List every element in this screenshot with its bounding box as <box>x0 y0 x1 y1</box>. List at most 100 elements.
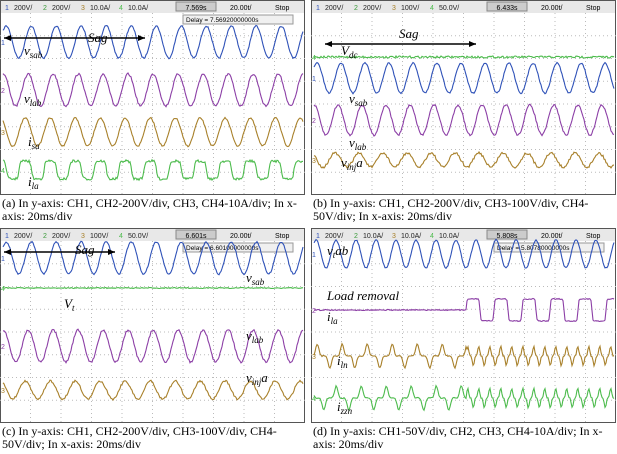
channel-scale: 50.0V/ <box>439 5 459 12</box>
caption: (a) In y-axis: CH1, CH2-200V/div, CH3, C… <box>2 197 302 223</box>
label-sub: inj <box>252 377 262 387</box>
label-main: Sag <box>399 26 419 41</box>
status: Stop <box>586 233 601 240</box>
time: 7.569s <box>185 5 207 12</box>
channel-marker: 1 <box>312 76 316 83</box>
label-after: a <box>356 155 363 170</box>
channel-marker: 1 <box>1 256 5 263</box>
channel-scale: 10.0A/ <box>128 5 148 12</box>
channel-scale: 100V/ <box>401 5 419 12</box>
channel-marker: 2 <box>312 308 316 315</box>
channel-marker: 3 <box>1 130 5 137</box>
channel-scale: 50.0V/ <box>128 233 148 240</box>
channel-scale: 200V/ <box>14 233 32 240</box>
label-sub: sa <box>32 141 41 151</box>
scope-screen: 1 200V/2 200V/3 100V/4 50.0V/6.433s 20.00t/St… <box>311 0 616 195</box>
timebase: 20.00t/ <box>541 5 562 12</box>
delay: Delay = 6.60100000000s <box>186 245 259 252</box>
label-sub: inj <box>347 162 357 172</box>
label-sub: zzn <box>340 406 353 416</box>
timebase: 20.00t/ <box>230 5 251 12</box>
channel-marker: 3 <box>312 158 316 165</box>
channel-number: 3 <box>392 233 396 240</box>
panel: 1 200V/2 200V/3 10.0A/4 10.0A/7.569s 20.00t/S… <box>0 0 305 200</box>
trace-label: Sag <box>399 26 419 41</box>
label-sub: ln <box>341 360 349 370</box>
status: Stop <box>275 5 290 12</box>
channel-marker: 4 <box>1 168 5 175</box>
label-sub: lab <box>355 142 367 152</box>
channel-number: 2 <box>354 233 358 240</box>
channel-number: 2 <box>354 5 358 12</box>
scope-screen: 1 200V/2 200V/3 100V/4 50.0V/6.601s 20.00t/St… <box>0 228 305 423</box>
channel-number: 1 <box>316 233 320 240</box>
label-sub: lab <box>30 98 42 108</box>
panel: 1 200V/2 200V/3 100V/4 50.0V/6.601s 20.00t/St… <box>0 228 305 428</box>
channel-number: 4 <box>119 5 123 12</box>
trace-label: vtab <box>327 243 349 260</box>
figure: 1 200V/2 200V/3 10.0A/4 10.0A/7.569s 20.00t/S… <box>0 0 617 454</box>
status: Stop <box>275 233 290 240</box>
channel-marker: 3 <box>312 354 316 361</box>
label-main: Sag <box>75 242 95 257</box>
channel-marker: 1 <box>1 40 5 47</box>
panel: 1 200V/2 200V/3 100V/4 50.0V/6.433s 20.00t/St… <box>311 0 616 200</box>
label-main: Sag <box>88 30 108 45</box>
label-sub: lab <box>252 335 264 345</box>
channel-marker: 2 <box>1 344 5 351</box>
caption: (d) In y-axis: CH1-50V/div, CH2, CH3, CH… <box>313 425 613 451</box>
caption: (c) In y-axis: CH1, CH2-200V/div, CH3-10… <box>2 425 302 451</box>
label-sub: dc <box>349 50 358 60</box>
caption: (b) In y-axis: CH1, CH2-200V/div, CH3-10… <box>313 197 613 223</box>
label-after: a <box>261 370 268 385</box>
channel-scale: 100V/ <box>90 233 108 240</box>
status: Stop <box>586 5 601 12</box>
channel-marker: 2 <box>1 88 5 95</box>
delay: Delay = 7.56920000000s <box>186 17 259 24</box>
channel-scale: 200V/ <box>52 233 70 240</box>
channel-marker: 4 <box>312 396 316 403</box>
label-sub: sab <box>355 98 368 108</box>
channel-marker: 4 <box>1 286 5 293</box>
channel-number: 1 <box>5 233 9 240</box>
channel-scale: 200V/ <box>325 233 343 240</box>
label-sub: la <box>331 316 339 326</box>
channel-scale: 200V/ <box>14 5 32 12</box>
scope-screen: 1 200V/2 200V/3 10.0A/4 10.0A/7.569s 20.00t/S… <box>0 0 305 195</box>
timebase: 20.00t/ <box>541 233 562 240</box>
channel-marker: 3 <box>1 388 5 395</box>
channel-number: 4 <box>119 233 123 240</box>
scope-screen: 1 200V/2 10.0A/3 10.0A/4 10.0A/5.808s 20.00t/… <box>311 228 616 423</box>
channel-number: 3 <box>81 5 85 12</box>
channel-scale: 10.0A/ <box>90 5 110 12</box>
channel-number: 4 <box>430 5 434 12</box>
label-sub: sab <box>252 277 265 287</box>
label-sub: sab <box>30 50 43 60</box>
panel: 1 200V/2 10.0A/3 10.0A/4 10.0A/5.808s 20.00t/… <box>311 228 616 428</box>
channel-number: 3 <box>81 233 85 240</box>
time: 5.808s <box>496 233 518 240</box>
channel-number: 3 <box>392 5 396 12</box>
label-main: Load removal <box>326 288 399 303</box>
timebase: 20.00t/ <box>230 233 251 240</box>
time: 6.433s <box>496 5 518 12</box>
trace-label: Sag <box>75 242 95 257</box>
channel-number: 2 <box>43 5 47 12</box>
trace-label: Sag <box>88 30 108 45</box>
trace-label: Load removal <box>326 288 399 303</box>
channel-scale: 200V/ <box>363 5 381 12</box>
channel-scale: 200V/ <box>325 5 343 12</box>
channel-scale: 10.0A/ <box>401 233 421 240</box>
channel-scale: 200V/ <box>52 5 70 12</box>
channel-marker: 1 <box>312 252 316 259</box>
channel-scale: 10.0A/ <box>363 233 383 240</box>
label-after: ab <box>335 243 349 258</box>
channel-scale: 10.0A/ <box>439 233 459 240</box>
channel-number: 4 <box>430 233 434 240</box>
channel-marker: 4 <box>312 55 316 62</box>
channel-number: 1 <box>5 5 9 12</box>
time: 6.601s <box>185 233 207 240</box>
channel-number: 1 <box>316 5 320 12</box>
channel-marker: 2 <box>312 118 316 125</box>
label-sub: la <box>32 181 40 191</box>
